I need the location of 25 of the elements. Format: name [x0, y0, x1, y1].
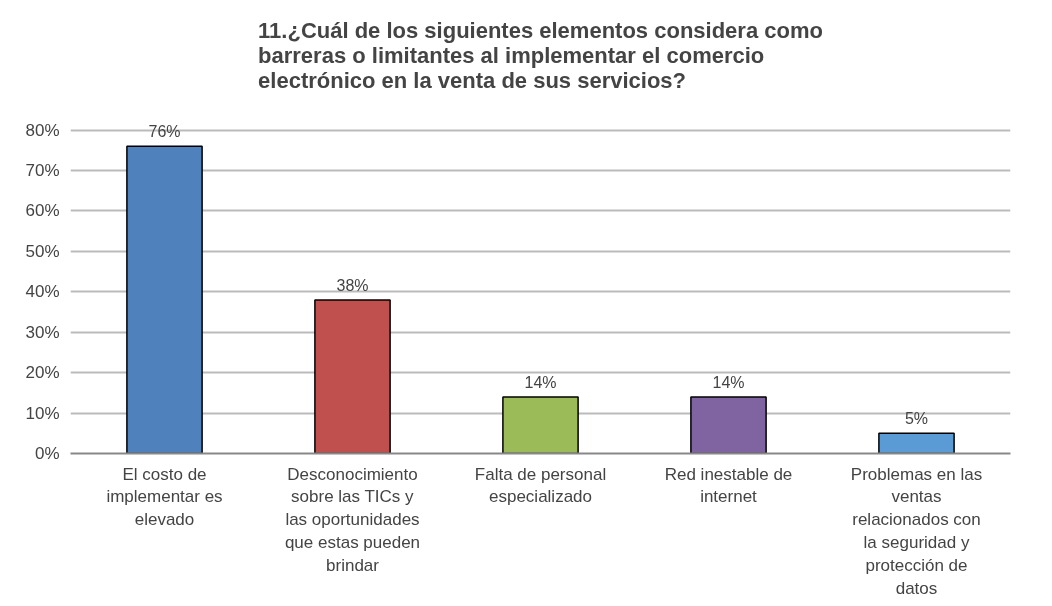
data-label: 38% — [336, 276, 369, 294]
data-label: 14% — [712, 373, 745, 391]
x-tick-label: Falta de personal especializado — [474, 464, 607, 507]
x-tick-label: El costo de implementar es elevado — [106, 464, 223, 530]
bar — [314, 299, 391, 454]
y-tick-label: 50% — [25, 241, 60, 261]
x-tick-label: Desconocimiento sobre las TICs y las oportunidades que estas pueden brindar — [284, 464, 421, 575]
y-tick-label: 10% — [25, 403, 60, 423]
y-tick-label: 80% — [25, 120, 60, 140]
y-tick-label: 60% — [25, 201, 60, 221]
y-tick-label: 40% — [25, 282, 60, 302]
bar — [126, 145, 203, 454]
data-label: 76% — [148, 123, 181, 141]
bar — [502, 396, 579, 454]
y-tick-label: 20% — [25, 363, 60, 383]
chart-title: 11.¿Cuál de los siguientes elementos considera como barreras o limitantes al implementar el comercio electrónico en la venta de sus servicios? — [258, 17, 823, 93]
bar — [690, 396, 767, 454]
data-label: 14% — [524, 373, 557, 391]
y-tick-label: 0% — [34, 444, 60, 463]
y-tick-label: 30% — [25, 322, 60, 342]
data-label: 5% — [904, 410, 929, 428]
x-tick-label: Problemas en las ventas relacionados con la seguridad y protección de datos — [850, 464, 983, 598]
y-tick-label: 70% — [25, 161, 60, 181]
bar — [878, 432, 955, 454]
x-tick-label: Red inestable de internet — [664, 464, 793, 507]
